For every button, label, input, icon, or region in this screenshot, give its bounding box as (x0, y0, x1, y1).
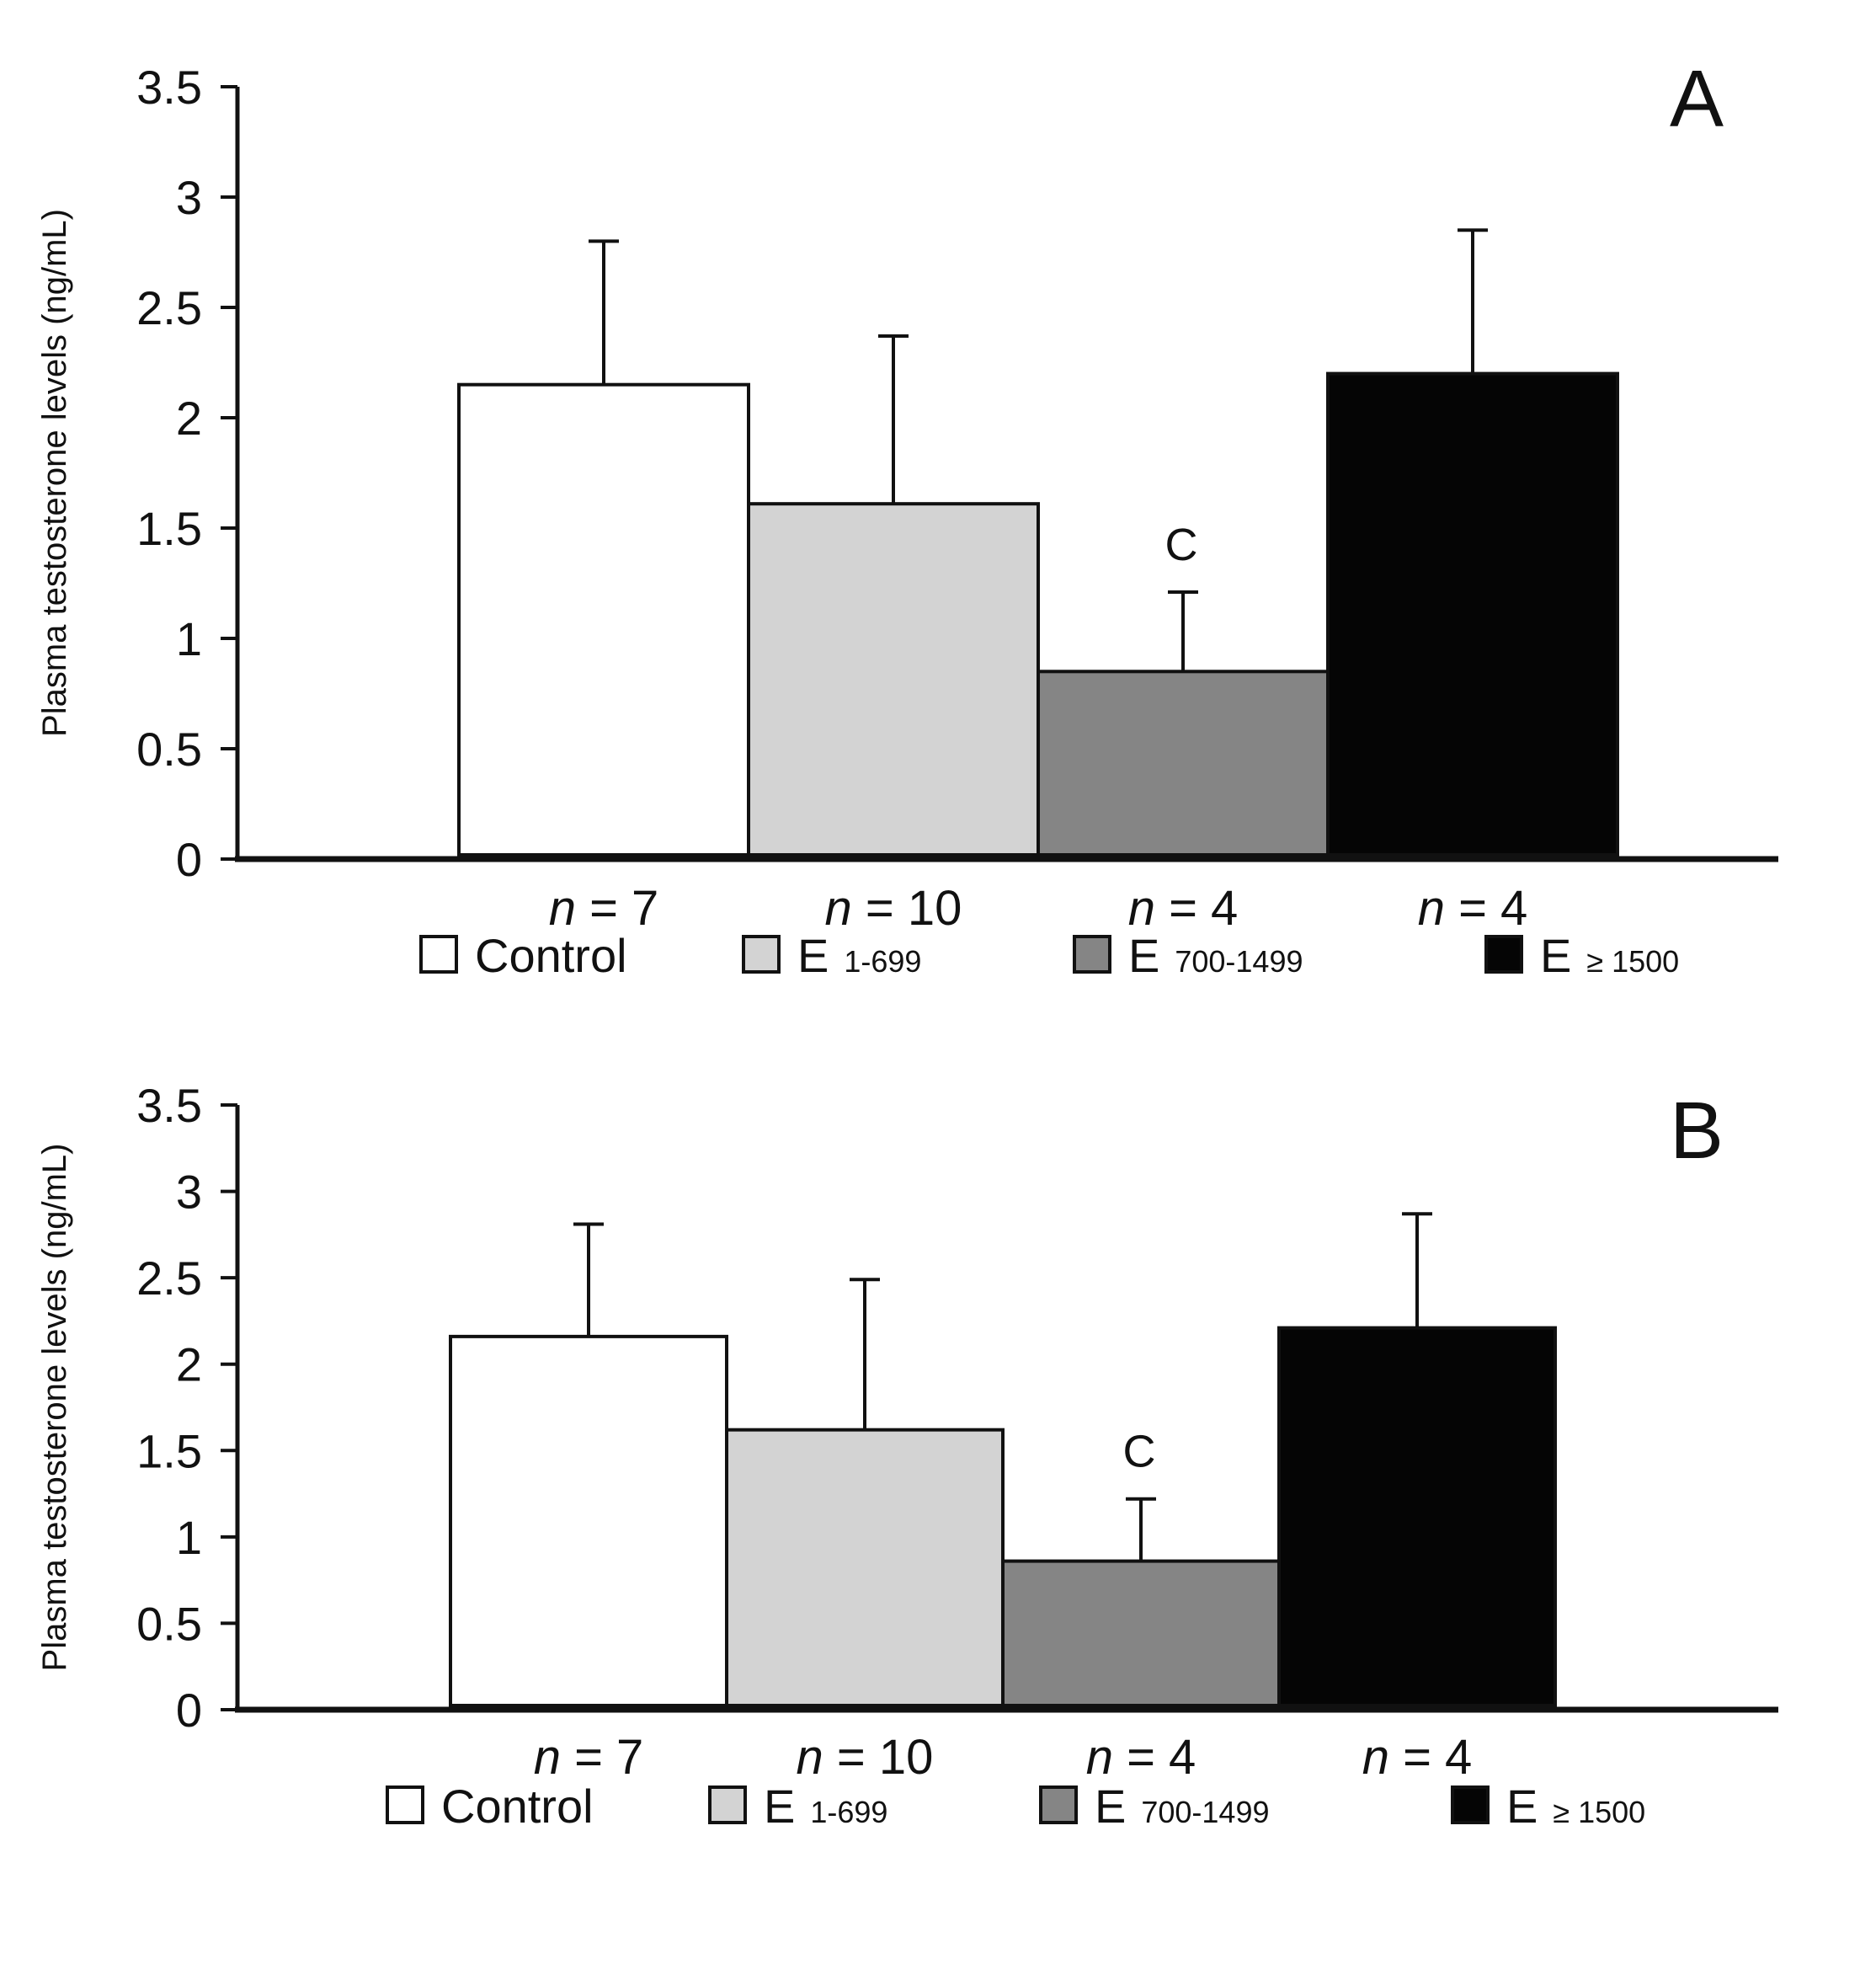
n-label: n = 10 (797, 1730, 934, 1785)
legend-label: E ≥ 1500 (1540, 929, 1679, 977)
chart-b-svg: Plasma testosterone levels (ng/mL) Bn = 7… (36, 1079, 1778, 1833)
bar-1 (457, 382, 750, 857)
y-tick-label: 0 (176, 1684, 202, 1737)
legend-label: Control (475, 929, 627, 977)
y-tick-label: 0.5 (136, 723, 202, 776)
legend-label: E 700-1499 (1095, 1780, 1270, 1833)
y-tick-label: 3 (176, 171, 202, 224)
n-label: n = 10 (825, 881, 962, 936)
n-label: n = 4 (1128, 881, 1239, 936)
legend-swatch (1451, 1786, 1490, 1824)
bar-4 (1277, 1326, 1557, 1707)
y-tick-label: 1.5 (136, 502, 202, 555)
y-tick-label: 3.5 (136, 61, 202, 114)
y-tick-label: 0.5 (136, 1597, 202, 1650)
legend-swatch (742, 935, 781, 974)
y-tick-label: 2.5 (136, 281, 202, 334)
panel-letter: A (1670, 54, 1724, 144)
chart-a-svg: Plasma testosterone levels (ng/mL) An = 7… (36, 54, 1778, 977)
legend-label: Control (441, 1780, 594, 1833)
y-tick-label: 1 (176, 612, 202, 665)
legend-label: E 1-699 (797, 929, 921, 977)
y-axis-label: Plasma testosterone levels (ng/mL) (36, 1144, 73, 1672)
legend-label: E ≥ 1500 (1506, 1780, 1645, 1833)
legend-swatch (708, 1786, 747, 1824)
y-tick-label: 0 (176, 833, 202, 886)
y-tick-label: 2 (176, 392, 202, 445)
bar-2 (747, 502, 1040, 857)
y-tick-label: 2 (176, 1338, 202, 1391)
panel-letter: B (1670, 1086, 1724, 1176)
legend-swatch (1484, 935, 1523, 974)
y-tick-label: 3.5 (136, 1079, 202, 1132)
n-label: n = 7 (534, 1730, 644, 1785)
legend-swatch (419, 935, 458, 974)
n-label: n = 4 (1418, 881, 1528, 936)
legend-swatch (1073, 935, 1111, 974)
y-axis-label: Plasma testosterone levels (ng/mL) (36, 209, 73, 737)
legend-label: E 1-699 (764, 1780, 887, 1833)
y-tick-label: 1.5 (136, 1424, 202, 1477)
legend-swatch (1039, 1786, 1078, 1824)
legend-swatch (386, 1786, 424, 1824)
y-tick-label: 3 (176, 1166, 202, 1219)
bar-3 (1037, 670, 1330, 857)
n-label: n = 4 (1362, 1730, 1473, 1785)
legend-label: E 700-1499 (1128, 929, 1303, 977)
significance-label: C (1165, 520, 1198, 570)
y-tick-label: 2.5 (136, 1252, 202, 1305)
bar-3 (1001, 1559, 1281, 1707)
significance-label: C (1123, 1427, 1156, 1477)
n-label: n = 7 (549, 881, 659, 936)
bar-4 (1326, 371, 1619, 857)
bar-2 (725, 1428, 1005, 1707)
n-label: n = 4 (1086, 1730, 1196, 1785)
y-tick-label: 1 (176, 1511, 202, 1564)
bar-1 (449, 1334, 728, 1707)
